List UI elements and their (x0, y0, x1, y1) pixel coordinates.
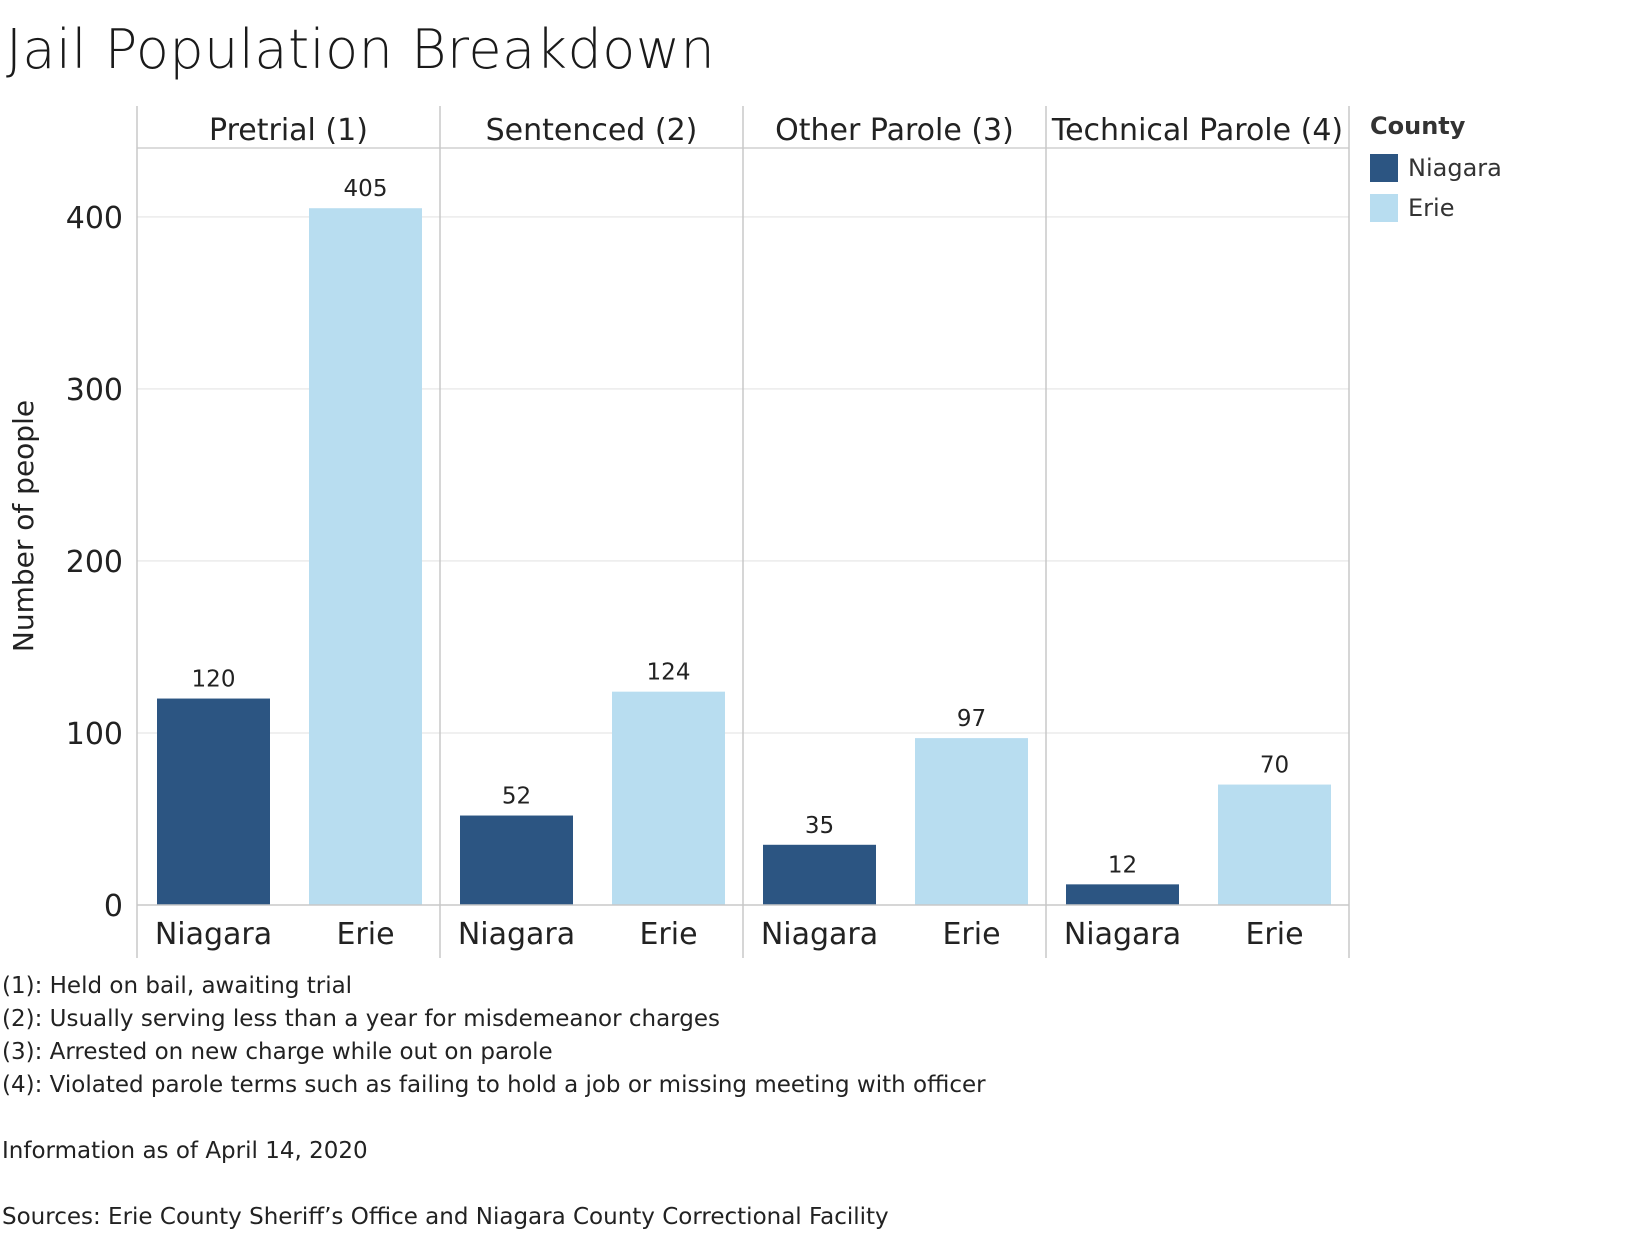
bar-niagara (460, 815, 573, 905)
bar-niagara (763, 844, 876, 905)
y-tick-label: 0 (104, 889, 123, 924)
category-label: Erie (1245, 917, 1303, 952)
footnotes: (1): Held on bail, awaiting trial (2): U… (2, 970, 986, 1234)
panel-header: Sentenced (2) (486, 113, 698, 148)
data-label: 97 (957, 706, 986, 732)
data-label: 35 (805, 813, 834, 839)
y-tick-label: 200 (66, 545, 123, 580)
legend-item-erie[interactable]: Erie (1370, 188, 1502, 228)
legend: County Niagara Erie (1370, 112, 1502, 228)
y-tick-label: 100 (66, 717, 123, 752)
data-label: 405 (344, 176, 388, 202)
panel-header: Technical Parole (4) (1051, 113, 1343, 148)
bar-erie (915, 738, 1028, 905)
bar-erie (612, 691, 725, 905)
sources: Sources: Erie County Sheriff’s Office an… (2, 1204, 889, 1230)
category-label: Erie (942, 917, 1000, 952)
bar-erie (1218, 784, 1331, 905)
data-label: 12 (1108, 852, 1137, 878)
category-label: Erie (336, 917, 394, 952)
footnote-2: (2): Usually serving less than a year fo… (2, 1006, 720, 1032)
panel-header: Pretrial (1) (209, 113, 368, 148)
footnote-4: (4): Violated parole terms such as faili… (2, 1072, 986, 1098)
data-label: 120 (192, 667, 236, 693)
panel-header: Other Parole (3) (775, 113, 1014, 148)
data-label: 52 (502, 784, 531, 810)
legend-label-erie: Erie (1408, 194, 1455, 222)
bar-niagara (1066, 884, 1179, 905)
footnote-1: (1): Held on bail, awaiting trial (2, 973, 353, 999)
info-date: Information as of April 14, 2020 (2, 1138, 368, 1164)
category-label: Niagara (1064, 917, 1181, 952)
chart-title: Jail Population Breakdown (6, 18, 716, 81)
category-label: Niagara (155, 917, 272, 952)
category-label: Erie (639, 917, 697, 952)
legend-item-niagara[interactable]: Niagara (1370, 148, 1502, 188)
bar-erie (309, 208, 422, 905)
legend-swatch-erie (1370, 194, 1398, 222)
data-label: 70 (1260, 753, 1289, 779)
legend-swatch-niagara (1370, 154, 1398, 182)
legend-title: County (1370, 112, 1466, 140)
category-label: Niagara (458, 917, 575, 952)
footnote-3: (3): Arrested on new charge while out on… (2, 1039, 553, 1065)
y-tick-label: 400 (66, 201, 123, 236)
category-label: Niagara (761, 917, 878, 952)
y-axis-label: Number of people (7, 400, 40, 652)
data-label: 124 (647, 660, 691, 686)
bar-niagara (157, 698, 270, 905)
y-tick-label: 300 (66, 373, 123, 408)
legend-label-niagara: Niagara (1408, 154, 1502, 182)
